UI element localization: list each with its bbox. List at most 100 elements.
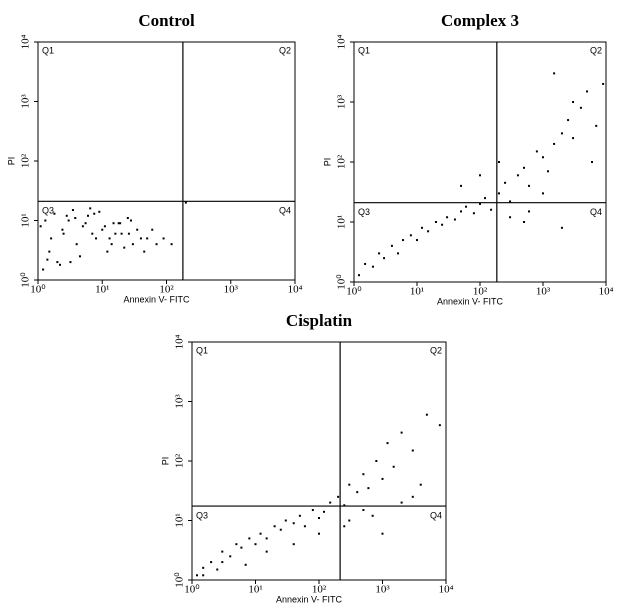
dot [229,555,232,558]
dot [381,532,384,535]
dot [390,244,393,247]
dot [311,509,314,512]
dot [110,243,113,246]
dot [602,82,605,85]
x-tick-label: 10² [473,286,488,298]
quadrant-label: Q4 [279,206,291,216]
dot [579,106,582,109]
dot [567,119,570,122]
dot [371,514,374,517]
x-tick-label: 10¹ [95,284,109,296]
dot [483,197,486,200]
dot [591,161,594,163]
x-axis-label: Annexin V- FITC [276,594,343,604]
dot [126,217,129,220]
dot [106,250,109,253]
quadrant-label: Q2 [590,45,602,55]
dot [392,465,395,468]
x-tick-label: 10³ [375,584,390,596]
dot [81,225,84,228]
y-tick-label: 10⁰ [20,272,32,288]
y-tick-label: 10¹ [174,513,186,527]
dot [298,514,301,517]
x-tick-label: 10⁴ [288,284,303,296]
dot [273,525,276,528]
dot [61,228,64,231]
dot [303,525,306,528]
dot [98,210,101,213]
dot [472,212,475,215]
dot [170,243,173,246]
x-tick-label: 10¹ [410,286,424,298]
dot [595,124,598,127]
quadrant-label: Q4 [590,207,602,217]
dot [383,257,386,260]
quadrant-label: Q1 [358,45,370,55]
dot [46,258,49,261]
dot [259,532,262,535]
dot [411,495,414,498]
dot [265,537,268,540]
dot [497,192,500,195]
dot [42,268,45,271]
dot [216,568,219,571]
dot [572,137,575,140]
plot-frame [191,341,447,581]
y-tick-label: 10² [20,153,32,168]
dot [343,504,346,507]
dot [120,232,123,235]
dot [59,263,62,266]
dot [48,250,51,253]
dot [378,252,381,255]
y-tick-label: 10² [336,154,348,169]
chart-title: Control [138,11,195,30]
dot [196,574,199,577]
dot [375,460,378,462]
dot [460,210,463,213]
quadrant-label: Q3 [358,207,370,217]
y-tick-label: 10¹ [336,215,348,229]
dot [420,226,423,229]
dot [535,150,538,153]
dot [74,217,77,220]
dot [479,174,481,177]
dot [446,216,449,219]
dot [184,201,187,204]
x-tick-label: 10³ [536,286,551,298]
dot [356,491,359,494]
dot [337,495,340,498]
x-tick-label: 10² [312,584,327,596]
dot [69,261,72,264]
dot [371,265,374,268]
x-tick-label: 10⁰ [184,584,200,596]
dot [44,219,47,222]
dot [143,250,146,253]
y-axis-label: PI [160,457,170,466]
dot [101,228,104,231]
quadrant-label: Q2 [430,345,442,355]
dot [112,222,115,225]
quadrant-label: Q2 [279,45,291,55]
dot [123,246,126,249]
dot [114,232,117,235]
dot [329,501,332,504]
dot [129,219,132,222]
dot [523,166,526,169]
dot [367,487,370,490]
dot [560,226,563,229]
dot [146,237,149,240]
dot [409,234,412,237]
x-tick-label: 10⁴ [439,584,454,596]
x-axis-label: Annexin V- FITC [437,296,504,306]
dot [479,202,481,205]
dot [279,528,282,531]
x-tick-label: 10³ [224,284,239,296]
dot [284,519,287,522]
dot [364,262,367,265]
dot [438,424,441,427]
dot [119,222,122,225]
dot [103,225,106,228]
quadrant-label: Q3 [42,206,54,216]
dot [71,209,74,212]
